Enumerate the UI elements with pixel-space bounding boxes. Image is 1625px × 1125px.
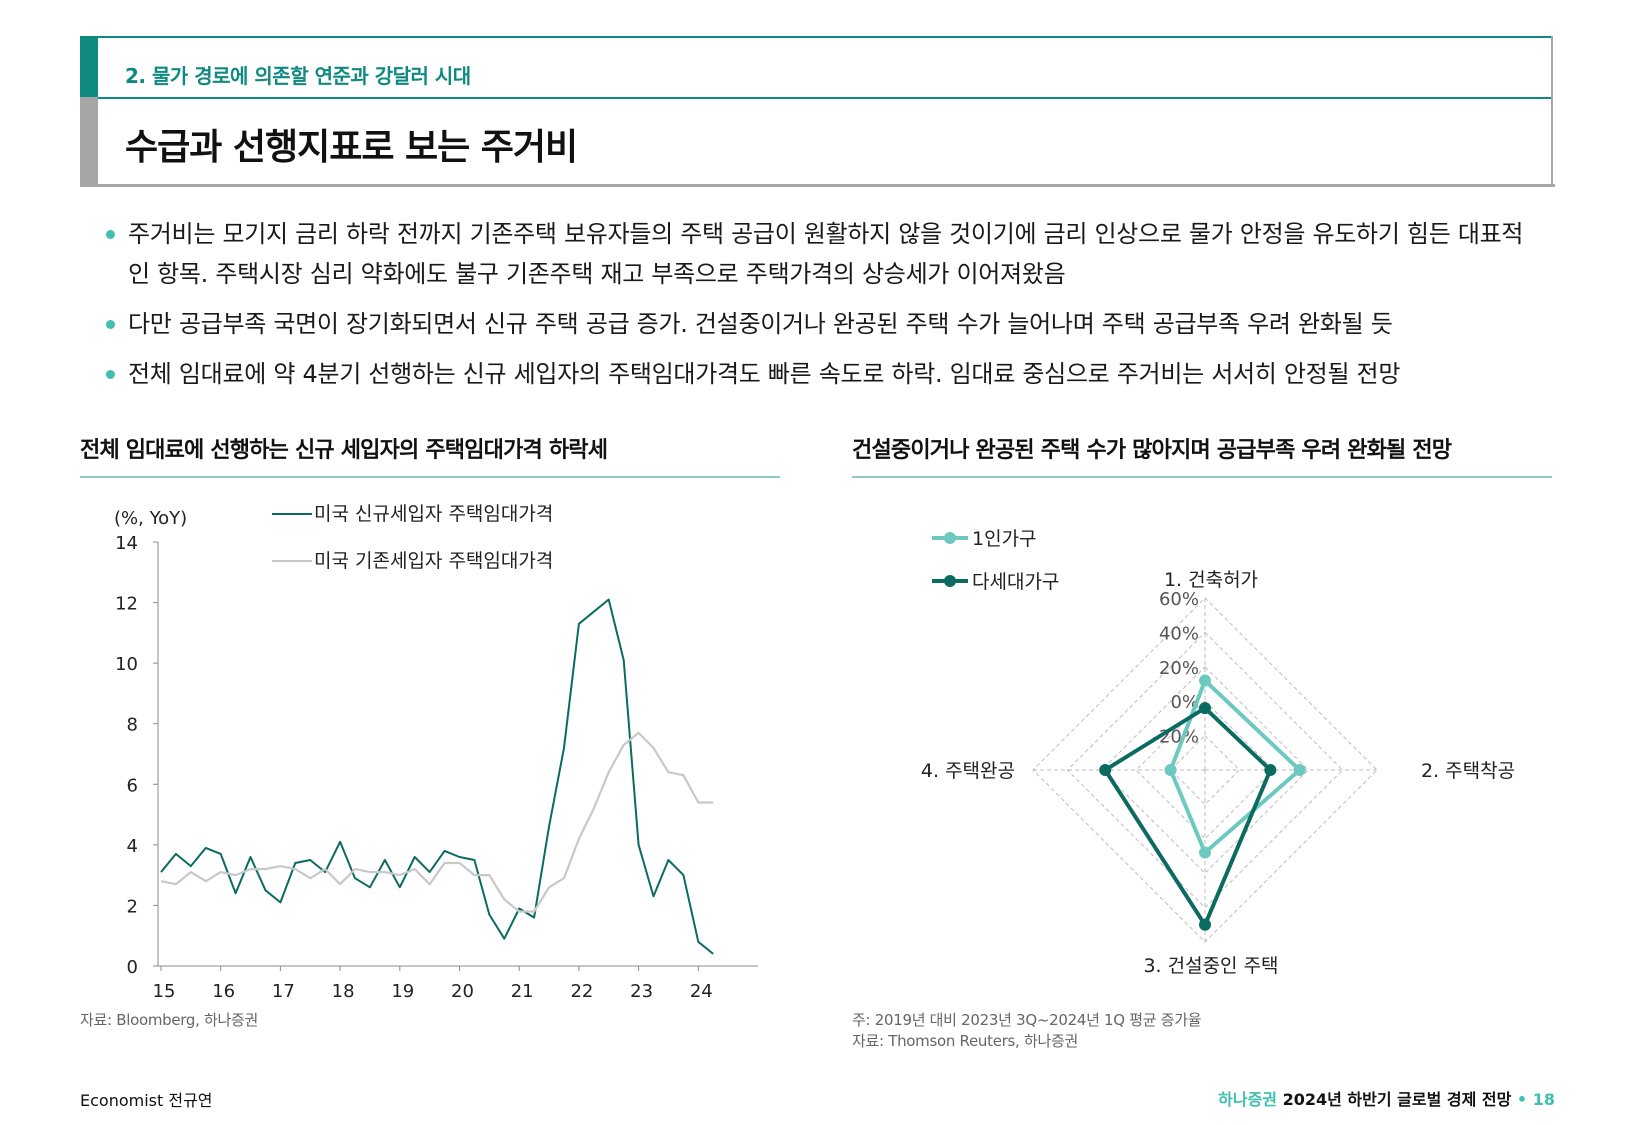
y-tick-label: 8 bbox=[127, 715, 138, 736]
radar-point bbox=[1264, 764, 1277, 776]
legend-label: 다세대가구 bbox=[972, 571, 1059, 593]
header-accent-teal bbox=[80, 36, 98, 97]
radar-tick-label: 20% bbox=[1159, 658, 1199, 679]
radar-axis-label: 3. 건설중인 주택 bbox=[1143, 955, 1278, 977]
bullet-dot-icon bbox=[106, 370, 115, 379]
section-subtitle: 2. 물가 경로에 의존할 연준과 강달러 시대 bbox=[125, 64, 471, 88]
x-tick-label: 17 bbox=[272, 981, 295, 1002]
y-tick-label: 14 bbox=[115, 533, 138, 554]
x-tick-label: 20 bbox=[451, 981, 474, 1002]
footer-report-title: 2024년 하반기 글로벌 경제 전망 bbox=[1282, 1090, 1512, 1109]
bullet-item: 주거비는 모기지 금리 하락 전까지 기존주택 보유자들의 주택 공급이 원활하… bbox=[104, 214, 1544, 294]
radar-point bbox=[1293, 764, 1306, 776]
radar-point bbox=[1099, 764, 1112, 776]
radar-axis-label: 1. 건축허가 bbox=[1164, 569, 1258, 591]
page-title: 수급과 선행지표로 보는 주거비 bbox=[125, 127, 578, 168]
x-tick-label: 24 bbox=[690, 981, 713, 1002]
x-tick-label: 22 bbox=[570, 981, 593, 1002]
legend-label: 미국 신규세입자 주택임대가격 bbox=[314, 503, 553, 525]
radar-point bbox=[1199, 918, 1211, 931]
right-chart-note: 주: 2019년 대비 2023년 3Q~2024년 1Q 평균 증가율 bbox=[852, 1011, 1202, 1029]
y-tick-label: 0 bbox=[127, 957, 138, 978]
footer-report: 하나증권 2024년 하반기 글로벌 경제 전망 • 18 bbox=[1218, 1086, 1555, 1110]
header-top-band bbox=[80, 36, 1553, 99]
x-tick-label: 18 bbox=[332, 981, 355, 1002]
footer-separator: • bbox=[1516, 1090, 1528, 1109]
y-tick-label: 2 bbox=[127, 896, 138, 917]
series-line bbox=[160, 731, 714, 913]
radar-tick-label: 60% bbox=[1159, 589, 1199, 610]
footer-brand: 하나증권 bbox=[1218, 1090, 1278, 1109]
header-accent-grey bbox=[80, 97, 98, 187]
legend-marker bbox=[944, 575, 956, 587]
bullet-item: 다만 공급부족 국면이 장기화되면서 신규 주택 공급 증가. 건설중이거나 완… bbox=[104, 304, 1544, 344]
x-tick-label: 23 bbox=[630, 981, 653, 1002]
bullet-list: 주거비는 모기지 금리 하락 전까지 기존주택 보유자들의 주택 공급이 원활하… bbox=[104, 214, 1544, 404]
right-chart-rule bbox=[852, 476, 1552, 478]
radar-tick-label: 40% bbox=[1159, 623, 1199, 644]
left-chart-source: 자료: Bloomberg, 하나증권 bbox=[80, 1011, 259, 1029]
radar-axis-label: 4. 주택완공 bbox=[921, 760, 1015, 782]
radar-axis-label: 2. 주택착공 bbox=[1421, 760, 1515, 782]
x-tick-label: 19 bbox=[391, 981, 414, 1002]
legend-label: 미국 기존세입자 주택임대가격 bbox=[314, 550, 553, 572]
radar-point bbox=[1199, 846, 1211, 859]
radar-grid-ring bbox=[1101, 666, 1309, 874]
radar-grid-ring bbox=[1066, 631, 1344, 909]
right-chart-title: 건설중이거나 완공된 주택 수가 많아지며 공급부족 우려 완화될 전망 bbox=[852, 438, 1452, 463]
legend-marker bbox=[944, 532, 956, 544]
y-tick-label: 10 bbox=[115, 654, 138, 675]
radar-point bbox=[1164, 764, 1177, 776]
left-chart-title: 전체 임대료에 선행하는 신규 세입자의 주택임대가격 하락세 bbox=[80, 438, 608, 463]
page-number: 18 bbox=[1532, 1090, 1555, 1109]
right-chart-source: 자료: Thomson Reuters, 하나증권 bbox=[852, 1032, 1078, 1050]
header-right-border bbox=[1551, 36, 1553, 186]
y-tick-label: 4 bbox=[127, 836, 138, 857]
bullet-dot-icon bbox=[106, 320, 115, 329]
radar-point bbox=[1199, 702, 1211, 715]
series-line bbox=[160, 598, 714, 955]
x-tick-label: 15 bbox=[153, 981, 176, 1002]
x-tick-label: 21 bbox=[511, 981, 534, 1002]
y-unit-label: (%, YoY) bbox=[114, 508, 187, 529]
bullet-dot-icon bbox=[106, 230, 115, 239]
y-tick-label: 12 bbox=[115, 594, 138, 615]
bullet-text: 전체 임대료에 약 4분기 선행하는 신규 세입자의 주택임대가격도 빠른 속도… bbox=[128, 360, 1401, 388]
radar-grid-ring bbox=[1169, 734, 1241, 806]
radar-grid-ring bbox=[1135, 700, 1275, 840]
bullet-text: 다만 공급부족 국면이 장기화되면서 신규 주택 공급 증가. 건설중이거나 완… bbox=[128, 310, 1393, 338]
y-tick-label: 6 bbox=[127, 775, 138, 796]
header-bottom-rule bbox=[80, 184, 1555, 187]
left-chart-rule bbox=[80, 476, 780, 478]
bullet-text: 주거비는 모기지 금리 하락 전까지 기존주택 보유자들의 주택 공급이 원활하… bbox=[128, 220, 1524, 288]
footer-author: Economist 전규연 bbox=[80, 1091, 213, 1110]
legend-label: 1인가구 bbox=[972, 528, 1037, 550]
radar-point bbox=[1199, 674, 1211, 687]
x-tick-label: 16 bbox=[212, 981, 235, 1002]
bullet-item: 전체 임대료에 약 4분기 선행하는 신규 세입자의 주택임대가격도 빠른 속도… bbox=[104, 354, 1544, 394]
radar-tick-label: 0% bbox=[1170, 692, 1199, 713]
